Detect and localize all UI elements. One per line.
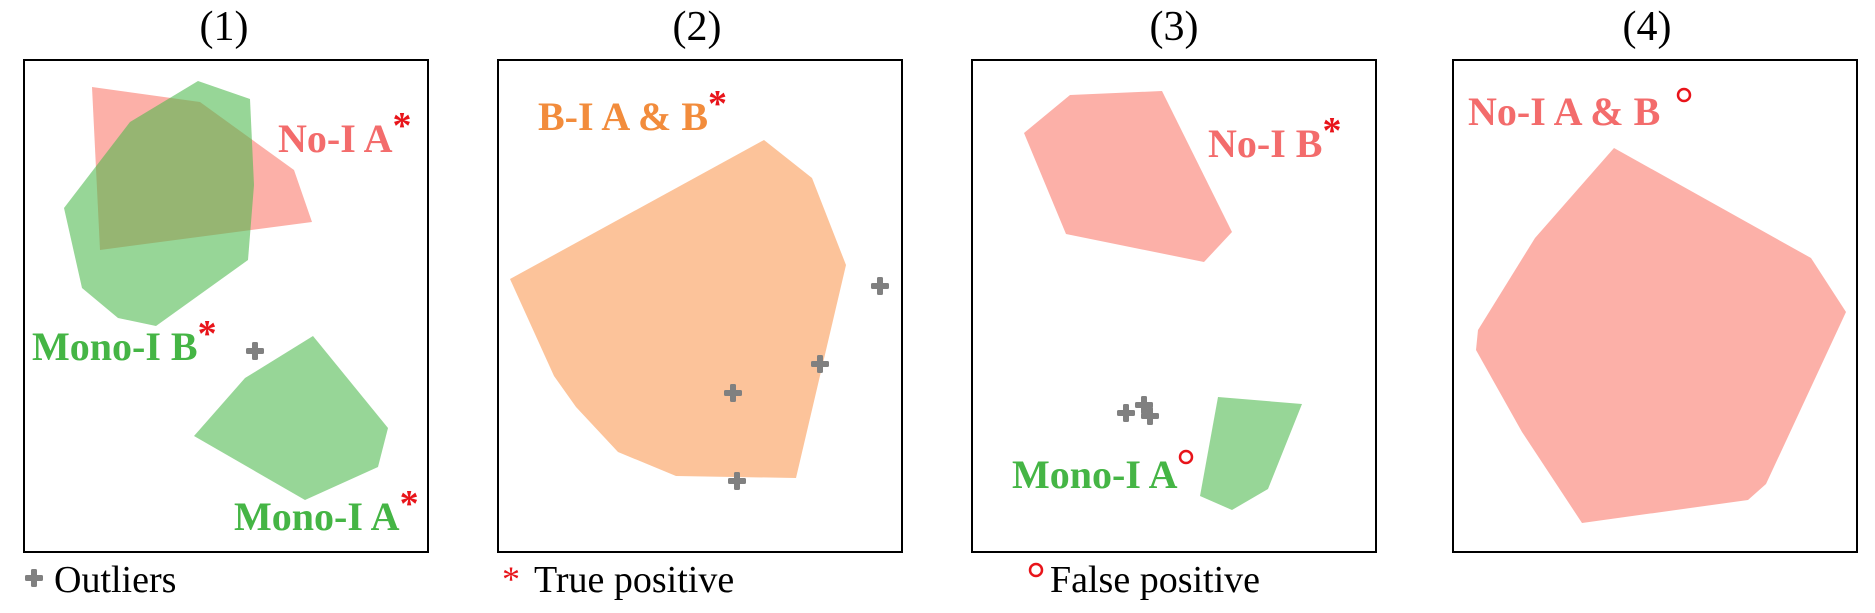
mono-i-b-label: Mono-I B* [32, 313, 217, 369]
panel-2-frame [497, 59, 903, 553]
panel-3: (3) No-I B* Mono-I A [971, 4, 1377, 553]
b-i-a-and-b-label: B-I A & B* [538, 83, 727, 139]
legend: Outliers * True positive False positive [25, 559, 1260, 601]
true-positive-marker: * [1322, 110, 1341, 152]
mono-i-a-label: Mono-I A* [234, 483, 419, 539]
panel-4-frame [1452, 59, 1858, 553]
true-positive-marker: * [198, 313, 217, 355]
no-i-a-and-b-label: No-I A & B [1468, 89, 1660, 134]
true-positive-marker: * [392, 105, 411, 147]
no-i-a-label: No-I A* [278, 105, 411, 161]
legend-outliers-label: Outliers [54, 559, 176, 601]
mono-i-a-region [194, 336, 388, 500]
legend-true-positive-label: True positive [534, 559, 734, 601]
panel-3-title: (3) [1150, 4, 1199, 50]
outlier-marker [246, 342, 264, 360]
outlier-marker [871, 277, 889, 295]
false-positive-marker [1676, 87, 1692, 103]
b-i-a-and-b-region [510, 140, 846, 478]
mono-i-a-label: Mono-I A [1012, 452, 1178, 497]
outlier-marker [1117, 404, 1135, 422]
panel-1-title: (1) [200, 4, 249, 50]
true-positive-marker: * [400, 483, 419, 525]
panel-1: (1) No-I A* Mono-I B* Mono-I A* [23, 4, 429, 553]
panel-1-frame [23, 59, 429, 553]
false-positive-marker [1178, 449, 1194, 465]
outlier-legend-icon [25, 569, 43, 587]
panel-2: (2) B-I A & B* [497, 4, 903, 553]
panel-2-title: (2) [673, 4, 722, 50]
no-i-a-and-b-region [1476, 148, 1846, 523]
true-positive-marker: * [708, 83, 727, 125]
true-positive-legend-icon: * [502, 559, 520, 599]
false-positive-legend-icon [1028, 562, 1044, 578]
legend-false-positive-label: False positive [1050, 559, 1260, 601]
no-i-b-label: No-I B* [1208, 110, 1341, 166]
panel-4: (4) No-I A & B [1452, 4, 1858, 553]
mono-i-a-region [1200, 397, 1302, 510]
no-i-b-region [1024, 91, 1232, 262]
panel-3-frame [971, 59, 1377, 553]
panel-4-title: (4) [1623, 4, 1672, 50]
mono-i-b-region [64, 81, 254, 326]
